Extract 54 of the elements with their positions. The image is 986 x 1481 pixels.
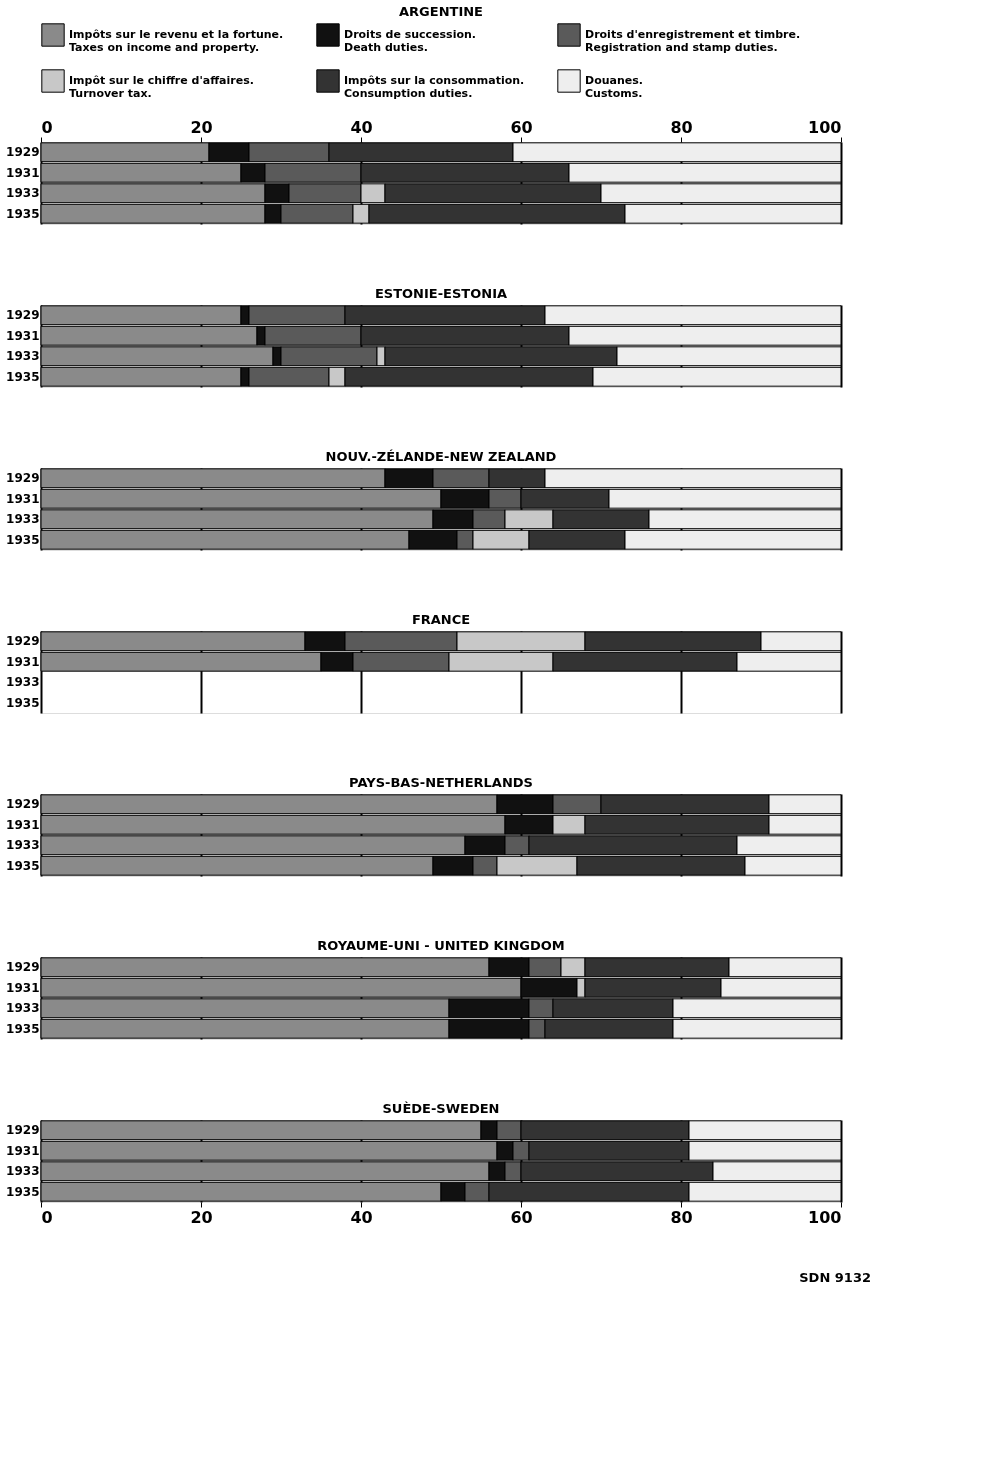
y-tick-label: 1931 [6, 654, 40, 669]
y-tick-label: 1933 [6, 1001, 40, 1016]
y-tick-label: 1931 [6, 491, 40, 506]
legend-label: Douanes. Customs. [585, 74, 643, 100]
y-tick-label: 1929 [6, 1123, 40, 1138]
y-tick-label: 1933 [6, 512, 40, 527]
y-tick-label: 1929 [6, 960, 40, 975]
y-tick-label: 1931 [6, 328, 40, 343]
chart-title: ESTONIE-ESTONIA [374, 286, 508, 301]
chart-title: NOUV.-ZÉLANDE-NEW ZEALAND [325, 449, 557, 464]
y-tick-label: 1935 [6, 695, 40, 710]
y-tick-label: 1933 [6, 186, 40, 201]
y-tick-label: 1931 [6, 165, 40, 180]
legend-label: Droits d'enregistrement et timbre. Registration and stamp duties. [585, 28, 801, 54]
chart-title: FRANCE [411, 612, 471, 627]
x-tick-label: 20 [190, 1207, 213, 1227]
y-tick-label: 1935 [6, 858, 40, 873]
x-tick-label: 80 [670, 1207, 693, 1227]
y-tick-label: 1935 [6, 1184, 40, 1199]
chart-title: PAYS-BAS-NETHERLANDS [349, 775, 533, 790]
y-tick-label: 1935 [6, 532, 40, 547]
chart-title: ROYAUME-UNI - UNITED KINGDOM [317, 938, 565, 953]
y-tick-label: 1935 [6, 1021, 40, 1036]
y-tick-label: 1933 [6, 675, 40, 690]
chart-title: SUÈDE-SWEDEN [382, 1101, 500, 1116]
legend-label: Droits de succession. Death duties. [344, 28, 476, 54]
y-tick-label: 1929 [6, 145, 40, 160]
chart-title: ARGENTINE [399, 4, 483, 19]
legend-label: Impôt sur le chiffre d'affaires. Turnover tax. [69, 74, 254, 100]
x-tick-label: 100 [808, 1207, 842, 1227]
x-tick-label: 80 [670, 117, 693, 137]
x-tick-label: 0 [41, 117, 53, 137]
y-tick-label: 1933 [6, 1164, 40, 1179]
y-tick-label: 1931 [6, 1143, 40, 1158]
text: SDN 9132 [799, 1270, 871, 1285]
x-tick-label: 60 [510, 117, 533, 137]
legend-label: Impôts sur la consommation. Consumption duties. [344, 74, 525, 100]
x-tick-label: 40 [350, 117, 373, 137]
y-tick-label: 1929 [6, 471, 40, 486]
y-tick-label: 1929 [6, 797, 40, 812]
legend-label: Impôts sur le revenu et la fortune. Taxes on income and property. [69, 28, 284, 54]
x-tick-label: 100 [808, 117, 842, 137]
y-tick-label: 1931 [6, 980, 40, 995]
y-tick-label: 1933 [6, 838, 40, 853]
y-tick-label: 1929 [6, 634, 40, 649]
x-tick-label: 40 [350, 1207, 373, 1227]
y-tick-label: 1929 [6, 308, 40, 323]
y-tick-label: 1933 [6, 349, 40, 364]
x-tick-label: 60 [510, 1207, 533, 1227]
x-tick-label: 0 [41, 1207, 53, 1227]
y-tick-label: 1931 [6, 817, 40, 832]
x-tick-label: 20 [190, 117, 213, 137]
y-tick-label: 1935 [6, 206, 40, 221]
y-tick-label: 1935 [6, 369, 40, 384]
